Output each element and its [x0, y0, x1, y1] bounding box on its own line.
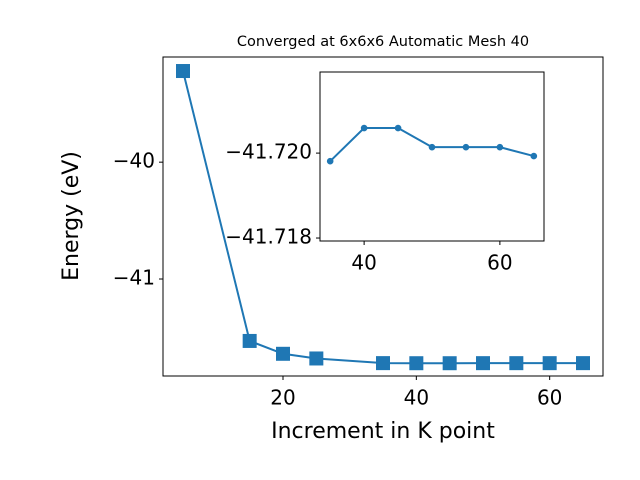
marker	[530, 152, 538, 160]
marker	[509, 356, 524, 371]
marker	[242, 333, 257, 348]
y-tick-label: −41.718	[225, 225, 312, 249]
x-tick-label: 60	[537, 386, 562, 410]
y-axis-label: Energy (eV)	[59, 151, 84, 281]
marker	[542, 356, 557, 371]
marker	[360, 124, 368, 132]
marker	[496, 143, 504, 151]
axes-frame	[319, 71, 545, 242]
x-axis-label: Increment in K point	[271, 419, 495, 444]
marker	[462, 143, 470, 151]
marker	[326, 157, 334, 165]
marker	[576, 356, 590, 371]
x-tick-label: 60	[487, 251, 512, 275]
marker	[276, 346, 290, 361]
marker	[428, 143, 436, 151]
marker	[442, 356, 457, 371]
chart-title: Converged at 6x6x6 Automatic Mesh 40	[237, 34, 529, 50]
marker	[376, 356, 390, 371]
marker	[476, 356, 490, 371]
marker	[176, 64, 190, 79]
x-tick-label: 40	[351, 251, 376, 275]
y-tick-label: −41	[113, 266, 155, 290]
marker	[394, 124, 402, 132]
y-tick-label: −41.720	[225, 140, 312, 164]
marker	[309, 351, 324, 366]
x-tick-label: 20	[270, 386, 295, 410]
marker	[409, 356, 424, 371]
y-tick-label: −40	[113, 149, 155, 173]
x-tick-label: 40	[404, 386, 429, 410]
